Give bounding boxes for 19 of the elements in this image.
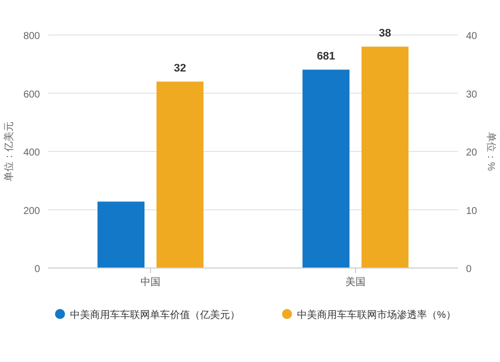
y-tick-label: 0 [34,264,40,275]
x-tick-label: 中国 [140,276,160,288]
y2-tick-label: 30 [466,89,478,100]
y-axis-title: 单位：亿美元 [3,122,15,182]
y2-tick-label: 40 [466,31,478,42]
legend-label: 中美商用车车联网市场渗透率（%） [297,309,456,321]
y2-tick-label: 20 [466,148,478,158]
y2-axis-title: 单位：% [485,132,497,172]
data-label: 38 [378,28,392,40]
data-label: 681 [316,50,336,63]
data-label: 32 [174,62,186,75]
y-tick-label: 600 [23,89,40,100]
y2-tick-label: 0 [466,264,472,275]
y-tick-label: 400 [23,148,40,158]
y-tick-label: 200 [23,206,40,217]
y-tick-label: 800 [23,31,40,42]
x-tick-label: 美国 [346,276,366,288]
legend-label: 中美商用车车联网单车价值（亿美元） [70,309,240,321]
y2-tick-label: 10 [466,206,478,217]
